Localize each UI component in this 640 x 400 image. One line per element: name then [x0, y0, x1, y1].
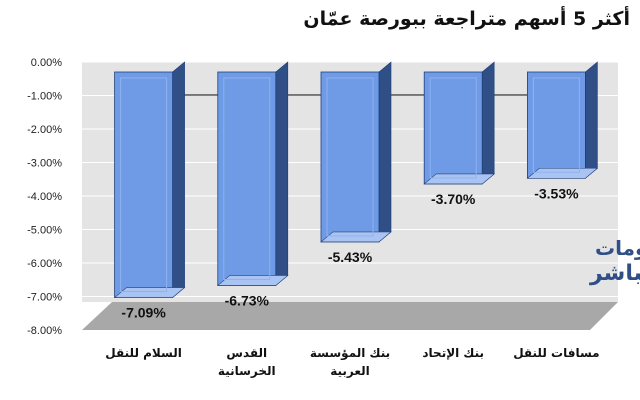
bar-4 — [423, 61, 496, 185]
bar-1 — [113, 61, 186, 299]
bar-inner-4 — [429, 77, 477, 179]
category-label-line-3-2: العربية — [330, 364, 370, 378]
bar-inner-2 — [223, 77, 271, 280]
x-axis-categories: السلام للنقل القدس الخرسانية بنك المؤسسة الع… — [105, 346, 599, 378]
bar-front-2 — [217, 71, 277, 286]
y-tick-label-0: 0.00% — [31, 57, 62, 69]
bar-5 — [526, 61, 599, 179]
y-axis-ticks: 0.00% -1.00% -2.00% -3.00% -4.00% -5.00% -6.00… — [27, 57, 62, 337]
data-labels: -7.09% -6.73% -5.43% -3.70% -3.53% — [121, 185, 579, 320]
bar-3 — [320, 61, 392, 243]
bar-front-3 — [320, 71, 380, 243]
category-label-3: بنك المؤسسة العربية — [310, 346, 390, 378]
bar-front-1 — [114, 71, 173, 298]
data-label-2: -6.73% — [225, 292, 270, 308]
category-label-line-2-1: القدس — [226, 346, 267, 360]
category-label-line-3-1: بنك المؤسسة — [310, 346, 390, 361]
bar-cap-1 — [113, 287, 186, 298]
y-tick-label-7: -7.00% — [27, 292, 62, 304]
bar-side-5 — [585, 61, 598, 179]
watermark-line-2: مباشر — [589, 261, 640, 286]
bar-side-4 — [481, 61, 495, 185]
bar-cap-3 — [320, 231, 392, 243]
category-label-line-2-2: الخرسانية — [218, 364, 276, 378]
y-tick-label-3: -3.00% — [27, 158, 62, 170]
chart-floor — [82, 302, 618, 330]
bar-cap-5 — [526, 167, 599, 179]
bar-cap-2 — [216, 275, 289, 286]
bar-side-2 — [275, 61, 289, 287]
data-label-4: -3.70% — [431, 191, 476, 207]
category-label-1: السلام للنقل — [105, 346, 182, 361]
bar-cap-4 — [423, 173, 496, 185]
bar-inner-5 — [532, 77, 580, 173]
bar-front-4 — [423, 71, 483, 185]
bar-side-1 — [172, 61, 185, 299]
y-tick-label-4: -4.00% — [27, 191, 62, 203]
watermark-logo: معلوماتمباشر — [589, 236, 640, 286]
data-label-1: -7.09% — [121, 305, 166, 321]
category-label-line-5-1: مسافات للنقل — [513, 346, 599, 360]
bar-inner-1 — [120, 77, 168, 293]
category-label-5: مسافات للنقل — [513, 346, 599, 360]
y-tick-label-2: -2.00% — [27, 124, 62, 136]
category-label-4: بنك الإتحاد — [422, 346, 484, 360]
y-tick-label-5: -5.00% — [27, 225, 62, 237]
chart-title: أكثر 5 أسهم متراجعة ببورصة عمّان — [303, 8, 630, 30]
bar-side-3 — [378, 61, 392, 243]
watermark-line-1: معلومات — [595, 236, 640, 260]
chart-bars — [113, 61, 599, 299]
category-label-line-1-1: السلام للنقل — [105, 346, 182, 361]
category-label-line-4-1: بنك الإتحاد — [422, 346, 484, 360]
y-tick-label-1: -1.00% — [27, 91, 62, 103]
category-label-2: القدس الخرسانية — [218, 346, 276, 378]
bar-inner-3 — [326, 77, 374, 237]
floor-plane — [82, 302, 618, 330]
bar-2 — [216, 61, 289, 287]
y-tick-label-6: -6.00% — [27, 258, 62, 270]
bar-front-5 — [527, 71, 586, 179]
y-tick-label-8: -8.00% — [27, 325, 62, 337]
data-label-3: -5.43% — [328, 249, 373, 265]
data-label-5: -3.53% — [534, 185, 579, 201]
